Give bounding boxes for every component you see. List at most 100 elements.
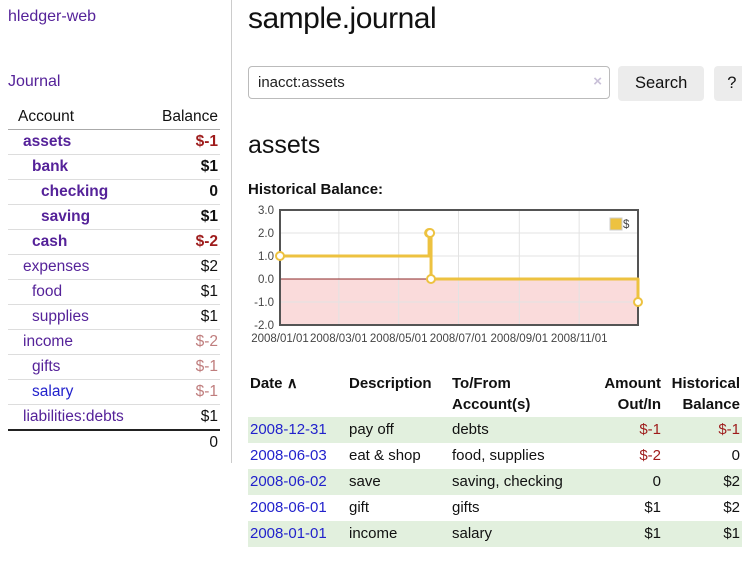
- account-link-cash[interactable]: cash: [32, 233, 68, 250]
- account-page-title: assets: [248, 131, 321, 159]
- account-link-salary[interactable]: salary: [32, 383, 74, 400]
- transaction-amount: 0: [585, 469, 663, 495]
- chart-label: Historical Balance:: [248, 181, 384, 198]
- account-balance: $-2: [142, 229, 220, 255]
- accounts-total-value: 0: [142, 429, 220, 455]
- register-row: 2008-01-01 income salary $1 $1: [248, 521, 742, 547]
- accounts-header-account: Account: [8, 105, 143, 130]
- accounts-table: Account Balance assets $-1 bank $1 check…: [8, 105, 220, 455]
- svg-text:-2.0: -2.0: [254, 320, 274, 332]
- register-header-amount: Amount Out/In: [604, 375, 661, 413]
- svg-text:$: $: [623, 219, 630, 231]
- account-link-gifts[interactable]: gifts: [32, 358, 61, 375]
- register-row: 2008-12-31 pay off debts $-1 $-1: [248, 417, 742, 443]
- register-row: 2008-06-03 eat & shop food, supplies $-2…: [248, 443, 742, 469]
- transaction-balance: $2: [663, 469, 742, 495]
- app: hledger-web Journal Account Balance asse…: [8, 0, 742, 547]
- transaction-date-link[interactable]: 2008-06-02: [250, 473, 327, 490]
- transaction-balance: $-1: [663, 417, 742, 443]
- account-row: saving $1: [8, 204, 220, 230]
- transaction-balance: 0: [731, 447, 740, 464]
- account-row: liabilities:debts $1: [8, 404, 220, 431]
- account-link-food[interactable]: food: [32, 283, 63, 300]
- search-form: × Search ?: [248, 66, 742, 101]
- account-link-saving[interactable]: saving: [41, 208, 91, 225]
- account-row: assets $-1: [8, 129, 220, 155]
- svg-text:2008/07/01: 2008/07/01: [430, 333, 488, 345]
- account-link-checking[interactable]: checking: [41, 183, 109, 200]
- account-link-income[interactable]: income: [23, 333, 73, 350]
- account-link-expenses[interactable]: expenses: [23, 258, 90, 275]
- register-table: Date ∧ Description To/From Account(s) Amo…: [248, 371, 742, 547]
- register-header-description: Description: [349, 375, 432, 392]
- account-row: bank $1: [8, 154, 220, 180]
- transaction-accounts: salary: [450, 521, 585, 547]
- transaction-description: save: [347, 469, 450, 495]
- svg-text:2008/09/01: 2008/09/01: [491, 333, 549, 345]
- transaction-amount: $1: [585, 521, 663, 547]
- transaction-date-link[interactable]: 2008-06-03: [250, 447, 327, 464]
- transaction-accounts: gifts: [452, 499, 480, 516]
- transaction-amount: $-1: [585, 417, 663, 443]
- account-row: gifts $-1: [8, 354, 220, 380]
- register-header-balance: Historical Balance: [671, 375, 740, 413]
- account-balance: 0: [142, 179, 220, 205]
- page-title: sample.journal: [248, 2, 437, 35]
- main-content: sample.journal × Search ? assets Histori…: [232, 0, 742, 547]
- svg-text:2008/01/01: 2008/01/01: [251, 333, 309, 345]
- help-button[interactable]: ?: [714, 66, 742, 101]
- chart-container: 3.0 2.0 1.0 0.0 -1.0 -2.0 2008/01/01 2008/03/01…: [248, 205, 742, 350]
- account-link-liabilities-debts[interactable]: liabilities:debts: [23, 408, 124, 425]
- account-balance: $-1: [142, 354, 220, 380]
- account-balance: $2: [142, 254, 220, 280]
- clear-search-icon[interactable]: ×: [593, 73, 602, 90]
- search-button[interactable]: Search: [618, 66, 705, 101]
- account-row: cash $-2: [8, 229, 220, 255]
- transaction-amount: $-2: [639, 447, 661, 464]
- brand-link[interactable]: hledger-web: [8, 8, 97, 25]
- svg-text:2008/03/01: 2008/03/01: [310, 333, 368, 345]
- account-balance: $-1: [142, 129, 220, 155]
- account-balance: $1: [142, 304, 220, 330]
- register-header-date[interactable]: Date ∧: [250, 375, 298, 392]
- svg-text:2.0: 2.0: [258, 228, 274, 240]
- account-row: income $-2: [8, 329, 220, 355]
- transaction-description: pay off: [347, 417, 450, 443]
- account-balance: $1: [142, 204, 220, 230]
- account-balance: $-2: [142, 329, 220, 355]
- transaction-description: eat & shop: [349, 447, 421, 464]
- sort-asc-icon: ∧: [286, 375, 298, 392]
- transaction-balance: $2: [723, 499, 740, 516]
- transaction-date-link[interactable]: 2008-12-31: [250, 421, 327, 438]
- account-balance: $1: [142, 404, 220, 431]
- accounts-header-balance: Balance: [142, 105, 220, 130]
- account-row: food $1: [8, 279, 220, 305]
- register-row: 2008-06-02 save saving, checking 0 $2: [248, 469, 742, 495]
- svg-text:0.0: 0.0: [258, 274, 274, 286]
- svg-text:-1.0: -1.0: [254, 297, 274, 309]
- account-link-supplies[interactable]: supplies: [32, 308, 89, 325]
- svg-text:3.0: 3.0: [258, 205, 274, 217]
- accounts-total-row: 0: [8, 429, 220, 455]
- transaction-amount: $1: [644, 499, 661, 516]
- account-link-bank[interactable]: bank: [32, 158, 69, 175]
- search-input[interactable]: [248, 66, 610, 99]
- sidebar-item-journal[interactable]: Journal: [8, 73, 61, 90]
- account-link-assets[interactable]: assets: [23, 133, 72, 150]
- register-header-accounts: To/From Account(s): [452, 375, 531, 413]
- transaction-accounts: saving, checking: [450, 469, 585, 495]
- svg-text:2008/05/01: 2008/05/01: [370, 333, 428, 345]
- account-row: salary $-1: [8, 379, 220, 405]
- transaction-description: income: [347, 521, 450, 547]
- svg-text:2008/11/01: 2008/11/01: [551, 333, 608, 345]
- transaction-date-link[interactable]: 2008-01-01: [250, 525, 327, 542]
- account-row: supplies $1: [8, 304, 220, 330]
- account-row: checking 0: [8, 179, 220, 205]
- transaction-description: gift: [349, 499, 370, 516]
- account-balance: $1: [142, 279, 220, 305]
- svg-text:1.0: 1.0: [258, 251, 274, 263]
- transaction-date-link[interactable]: 2008-06-01: [250, 499, 327, 516]
- account-balance: $-1: [142, 379, 220, 405]
- transaction-accounts: food, supplies: [452, 447, 545, 464]
